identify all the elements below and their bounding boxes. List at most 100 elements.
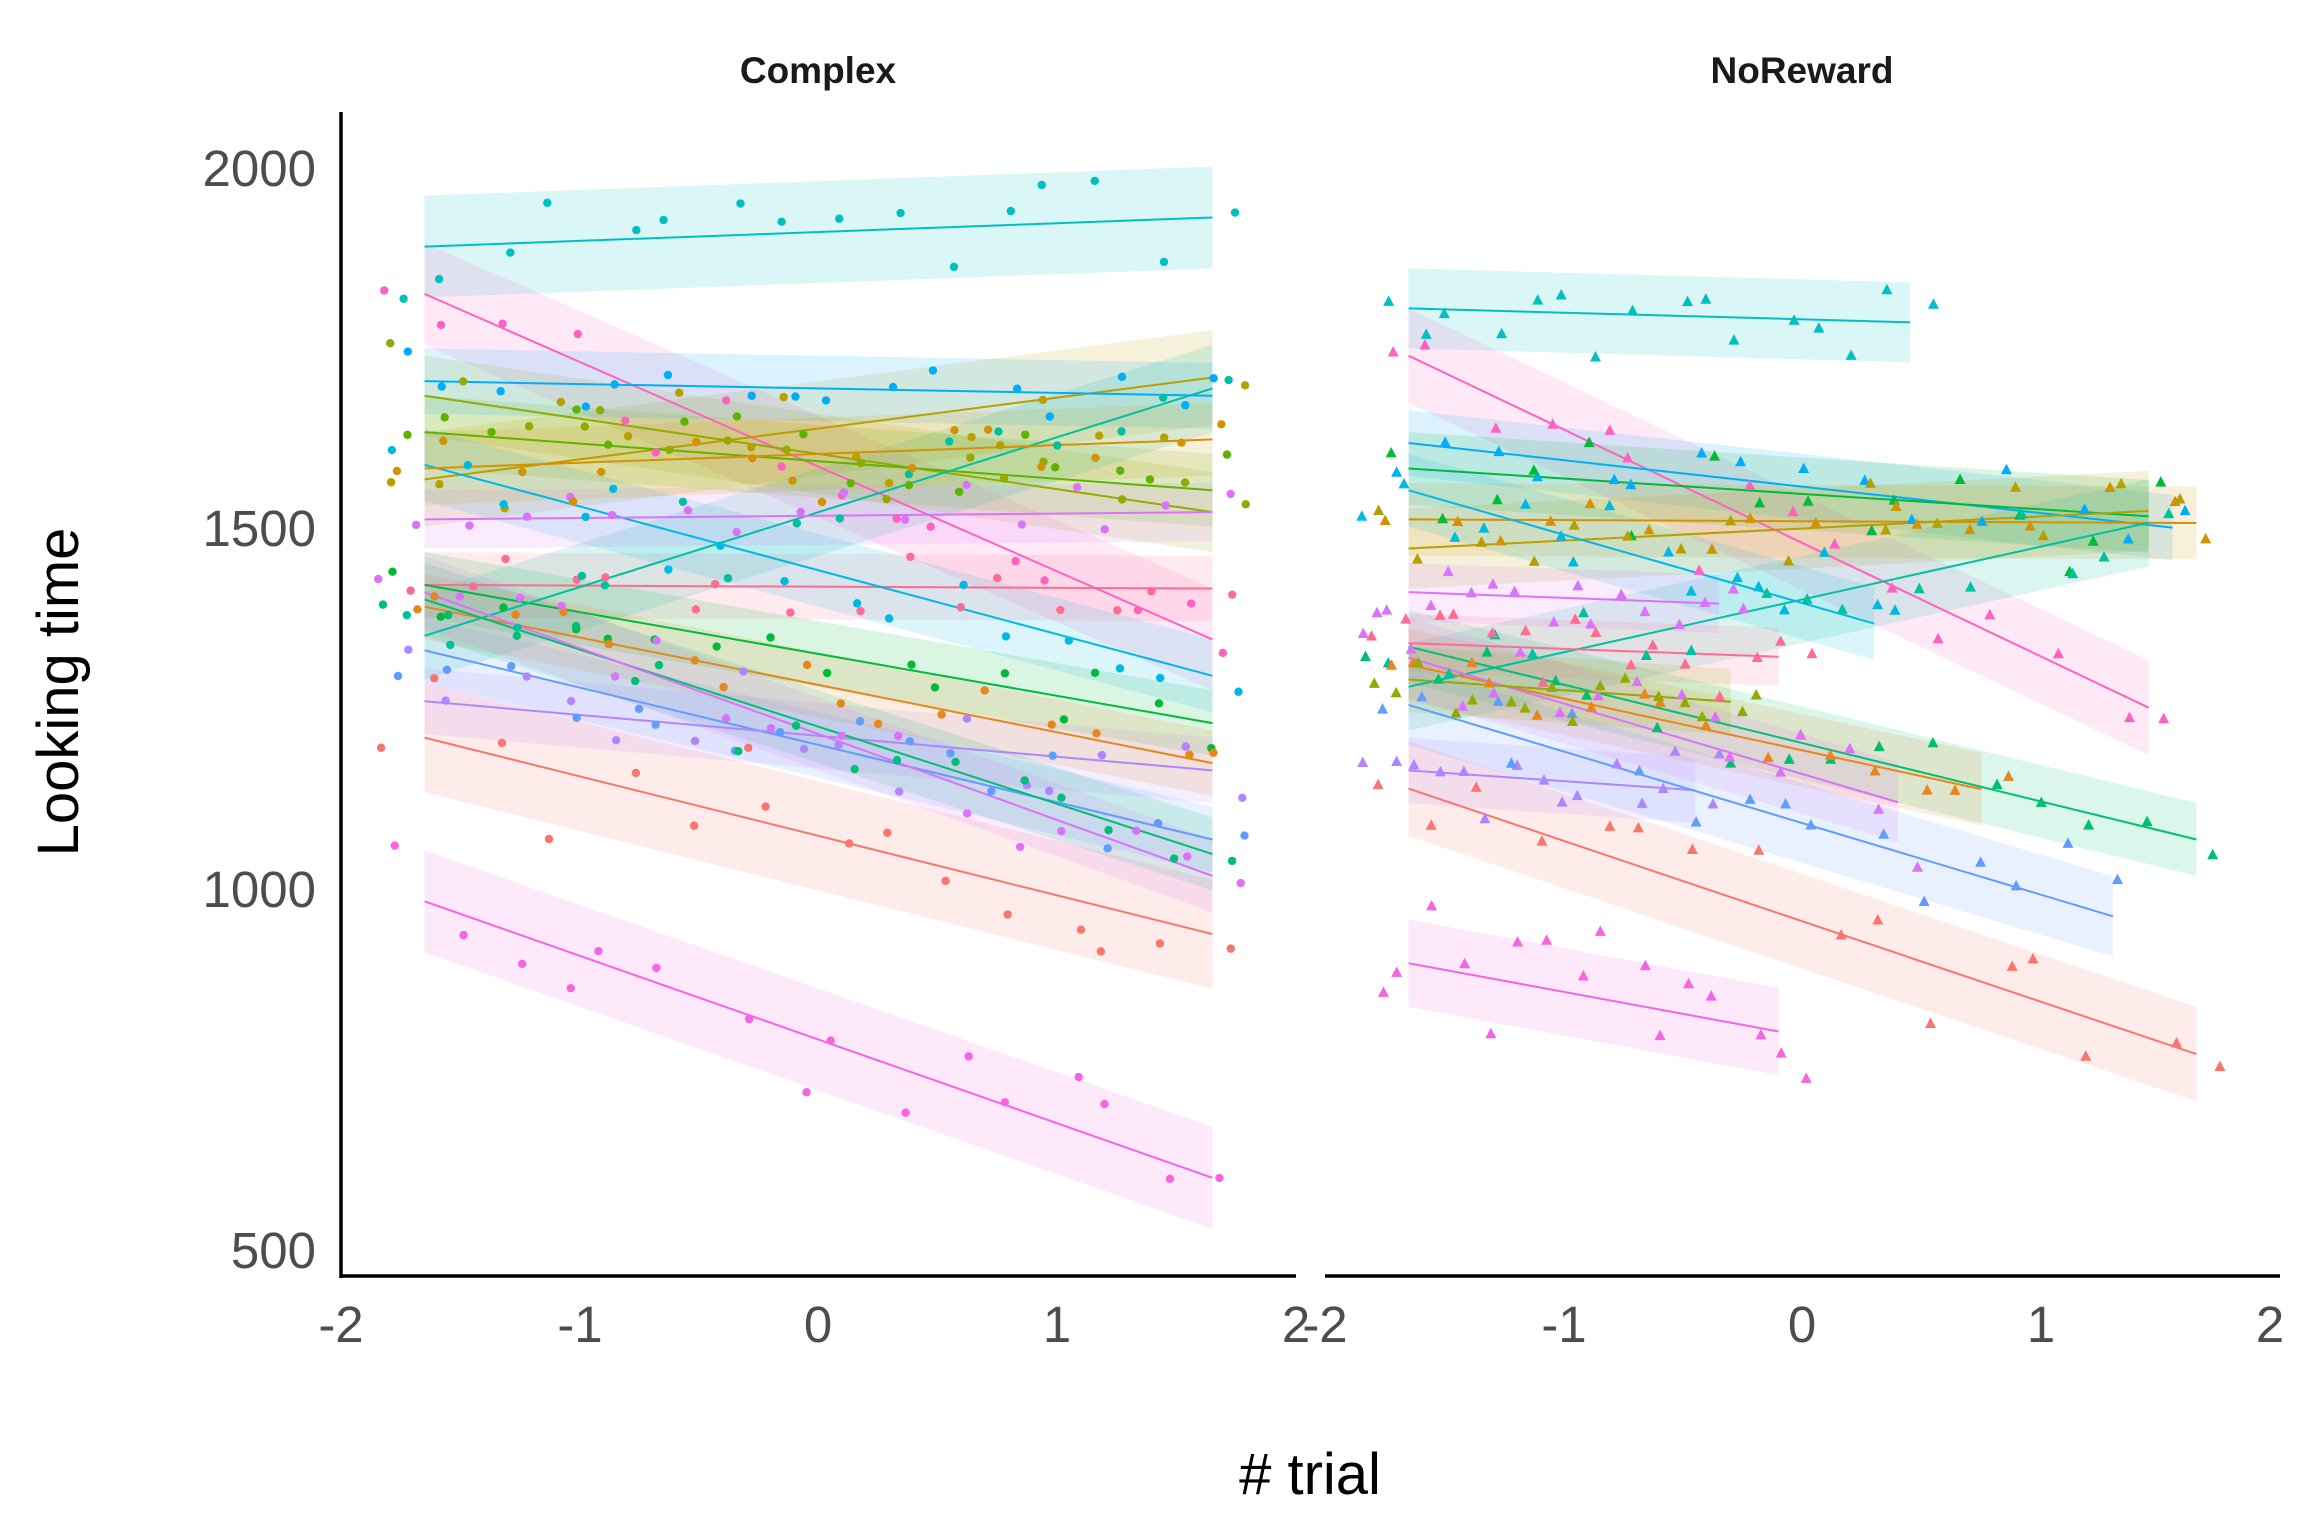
data-point (1181, 742, 1190, 751)
data-point (1625, 478, 1637, 490)
data-point (1976, 515, 1988, 526)
data-point (1696, 447, 1708, 458)
data-point (1725, 514, 1737, 526)
data-point (1700, 293, 1712, 304)
data-point (799, 430, 808, 439)
data-point (1693, 564, 1705, 575)
data-point (2067, 567, 2079, 579)
data-point (1053, 441, 1062, 450)
data-point (413, 605, 422, 614)
data-point (1713, 747, 1725, 759)
data-point (501, 554, 510, 564)
data-point (566, 983, 576, 993)
data-point (744, 743, 753, 753)
data-point (436, 320, 446, 330)
data-point (1639, 605, 1651, 617)
data-point (390, 841, 399, 850)
data-point (930, 683, 940, 692)
data-point (1880, 524, 1892, 535)
data-point (1735, 455, 1747, 467)
data-point (1911, 861, 1923, 872)
data-point (1583, 436, 1595, 448)
data-point (1357, 627, 1369, 638)
data-point (884, 614, 894, 623)
data-point (1639, 959, 1651, 971)
data-point (907, 660, 916, 669)
data-point (1911, 518, 1923, 529)
data-point (692, 437, 701, 447)
data-point (719, 682, 728, 692)
data-point (572, 405, 581, 414)
data-point (623, 432, 633, 441)
y-tick-label: 1500 (203, 500, 316, 557)
data-point (1625, 658, 1637, 670)
data-point (1185, 750, 1194, 759)
data-point (905, 737, 914, 746)
data-point (1932, 632, 1944, 644)
data-point (1491, 493, 1503, 505)
data-point (821, 396, 831, 405)
data-point (2158, 712, 2170, 724)
data-point (926, 522, 935, 531)
data-point (1556, 796, 1568, 807)
data-point (594, 946, 603, 956)
data-point (430, 592, 439, 601)
data-point (1753, 580, 1765, 592)
data-point (577, 571, 587, 581)
data-point (836, 699, 846, 708)
data-point (411, 520, 421, 530)
data-point (734, 746, 743, 756)
fit-line (424, 292, 1213, 641)
data-point (1783, 753, 1795, 764)
data-point (1622, 530, 1634, 541)
data-point (1528, 555, 1540, 566)
data-point (1044, 786, 1054, 796)
data-point (1520, 624, 1532, 636)
data-point (393, 671, 403, 681)
data-point (1100, 525, 1109, 534)
data-point (1181, 400, 1190, 410)
data-point (664, 565, 673, 574)
data-point (888, 382, 898, 392)
data-point (782, 445, 791, 454)
data-point (1224, 375, 1233, 385)
data-point (964, 1052, 973, 1061)
data-point (458, 377, 468, 386)
x-tick-label: 2 (2256, 1296, 2284, 1353)
data-point (1038, 395, 1047, 405)
data-point (1116, 466, 1125, 475)
data-point (1391, 966, 1403, 977)
data-point (1385, 446, 1397, 458)
data-point (1456, 700, 1468, 711)
data-point (631, 768, 641, 778)
data-point (837, 731, 846, 741)
data-point (1651, 721, 1663, 733)
data-point (966, 453, 975, 462)
data-point (1432, 673, 1444, 684)
x-tick-label: -2 (1302, 1296, 1347, 1353)
data-point (1541, 934, 1553, 945)
data-point (1117, 427, 1126, 436)
data-point (1056, 605, 1065, 615)
data-point (796, 507, 805, 517)
data-point (2155, 476, 2167, 487)
data-point (446, 640, 455, 650)
data-point (1545, 515, 1557, 526)
data-point (884, 479, 894, 488)
data-point (2052, 647, 2064, 659)
data-point (777, 462, 786, 471)
data-point (406, 586, 415, 595)
data-point (652, 636, 661, 645)
x-tick-label: -2 (318, 1296, 363, 1353)
data-point (1615, 588, 1627, 600)
data-point (1387, 346, 1399, 357)
data-point (1567, 555, 1579, 567)
data-point (1761, 587, 1773, 598)
fit-line (1408, 962, 1779, 1033)
data-point (1775, 635, 1787, 646)
data-point (1872, 914, 1884, 925)
data-point (1443, 667, 1455, 679)
data-point (1100, 1099, 1109, 1109)
data-point (2171, 1037, 2183, 1048)
data-point (1133, 605, 1143, 615)
